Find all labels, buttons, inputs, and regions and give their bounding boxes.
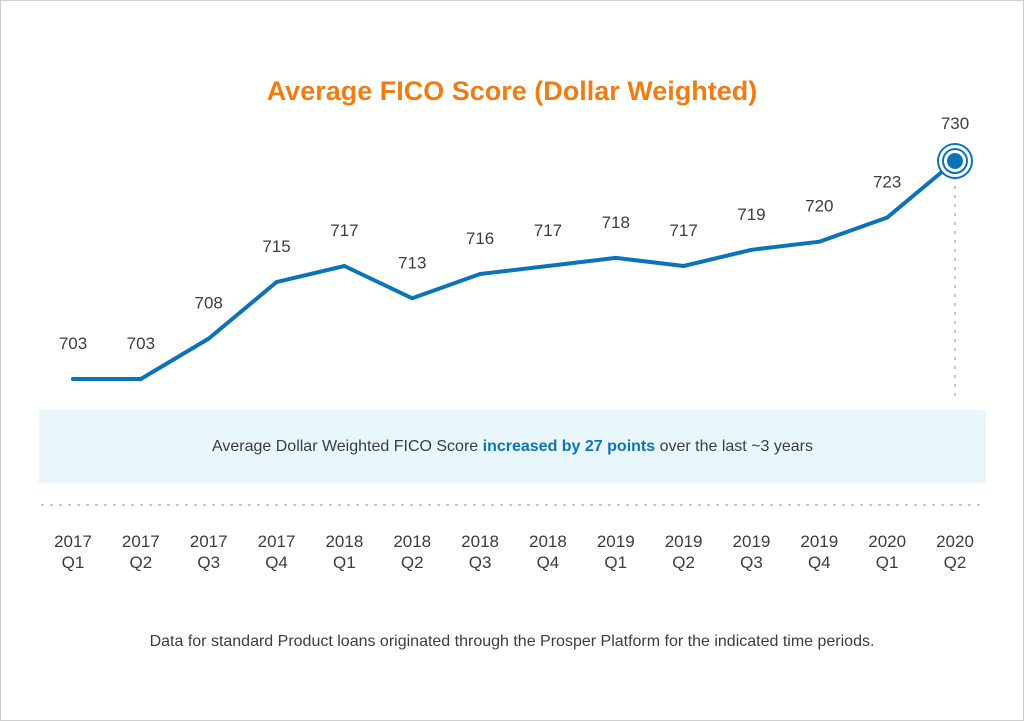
series-line — [73, 159, 957, 381]
series-layer — [71, 143, 973, 381]
tick-label-year: 2017 — [258, 532, 296, 551]
data-point — [613, 255, 618, 260]
tick-label-quarter: Q1 — [876, 553, 899, 572]
value-label: 715 — [262, 237, 290, 256]
tick-label-year: 2019 — [665, 532, 703, 551]
tick-label-quarter: Q1 — [333, 553, 356, 572]
tick-label-quarter: Q3 — [469, 553, 492, 572]
tick-label-quarter: Q3 — [740, 553, 763, 572]
latest-point — [947, 153, 963, 169]
tick-label-quarter: Q4 — [537, 553, 560, 572]
tick-label-year: 2019 — [800, 532, 838, 551]
value-label: 730 — [941, 114, 969, 133]
tick-label-quarter: Q2 — [401, 553, 424, 572]
value-label: 720 — [805, 197, 833, 216]
tick-label-quarter: Q3 — [197, 553, 220, 572]
data-point — [274, 280, 279, 285]
tick-label-year: 2017 — [190, 532, 228, 551]
value-label: 703 — [127, 334, 155, 353]
tick-label-year: 2018 — [529, 532, 567, 551]
tick-label-quarter: Q1 — [604, 553, 627, 572]
data-point — [410, 296, 415, 301]
tick-label-quarter: Q1 — [62, 553, 85, 572]
data-point — [749, 247, 754, 252]
summary-callout: Average Dollar Weighted FICO Score incre… — [39, 410, 986, 483]
value-label: 717 — [330, 221, 358, 240]
value-label: 719 — [737, 205, 765, 224]
tick-label-year: 2017 — [54, 532, 92, 551]
data-point — [206, 336, 211, 341]
footnote: Data for standard Product loans originat… — [149, 633, 875, 650]
value-label: 718 — [602, 213, 630, 232]
value-label: 717 — [534, 221, 562, 240]
data-point — [342, 263, 347, 268]
tick-label-year: 2018 — [393, 532, 431, 551]
tick-label-quarter: Q4 — [265, 553, 288, 572]
latest-point-ring-inner — [942, 148, 968, 174]
tick-label-year: 2017 — [122, 532, 160, 551]
value-label: 717 — [669, 221, 697, 240]
chart-title: Average FICO Score (Dollar Weighted) — [266, 76, 758, 106]
data-point — [138, 377, 143, 381]
value-label: 723 — [873, 173, 901, 192]
tick-label-quarter: Q4 — [808, 553, 831, 572]
tick-label-year: 2020 — [868, 532, 906, 551]
tick-label-layer: 2017 Q1 2017 Q2 2017 Q3 2017 Q4 2018 Q1 2018 Q2 2018… — [54, 532, 974, 572]
data-point — [478, 272, 483, 277]
callout-suffix: over the last ~3 years — [655, 437, 813, 455]
data-point — [681, 263, 686, 268]
value-label: 713 — [398, 253, 426, 272]
data-point — [817, 239, 822, 244]
value-label: 708 — [195, 294, 223, 313]
callout-highlight: increased by 27 points — [482, 437, 656, 455]
tick-label-year: 2019 — [733, 532, 771, 551]
tick-label-quarter: Q2 — [130, 553, 153, 572]
value-label: 716 — [466, 229, 494, 248]
tick-label-year: 2019 — [597, 532, 635, 551]
data-point — [545, 263, 550, 268]
value-label: 703 — [59, 334, 87, 353]
tick-label-year: 2020 — [936, 532, 974, 551]
data-point — [885, 215, 890, 220]
callout-prefix: Average Dollar Weighted FICO Score — [211, 437, 483, 455]
tick-label-year: 2018 — [325, 532, 363, 551]
tick-label-year: 2018 — [461, 532, 499, 551]
data-point — [71, 377, 75, 381]
tick-label-quarter: Q2 — [944, 553, 967, 572]
value-label-layer: 703 703 708 715 717 713 716 717 718 717 719 720 723 7… — [59, 114, 969, 353]
tick-label-quarter: Q2 — [672, 553, 695, 572]
